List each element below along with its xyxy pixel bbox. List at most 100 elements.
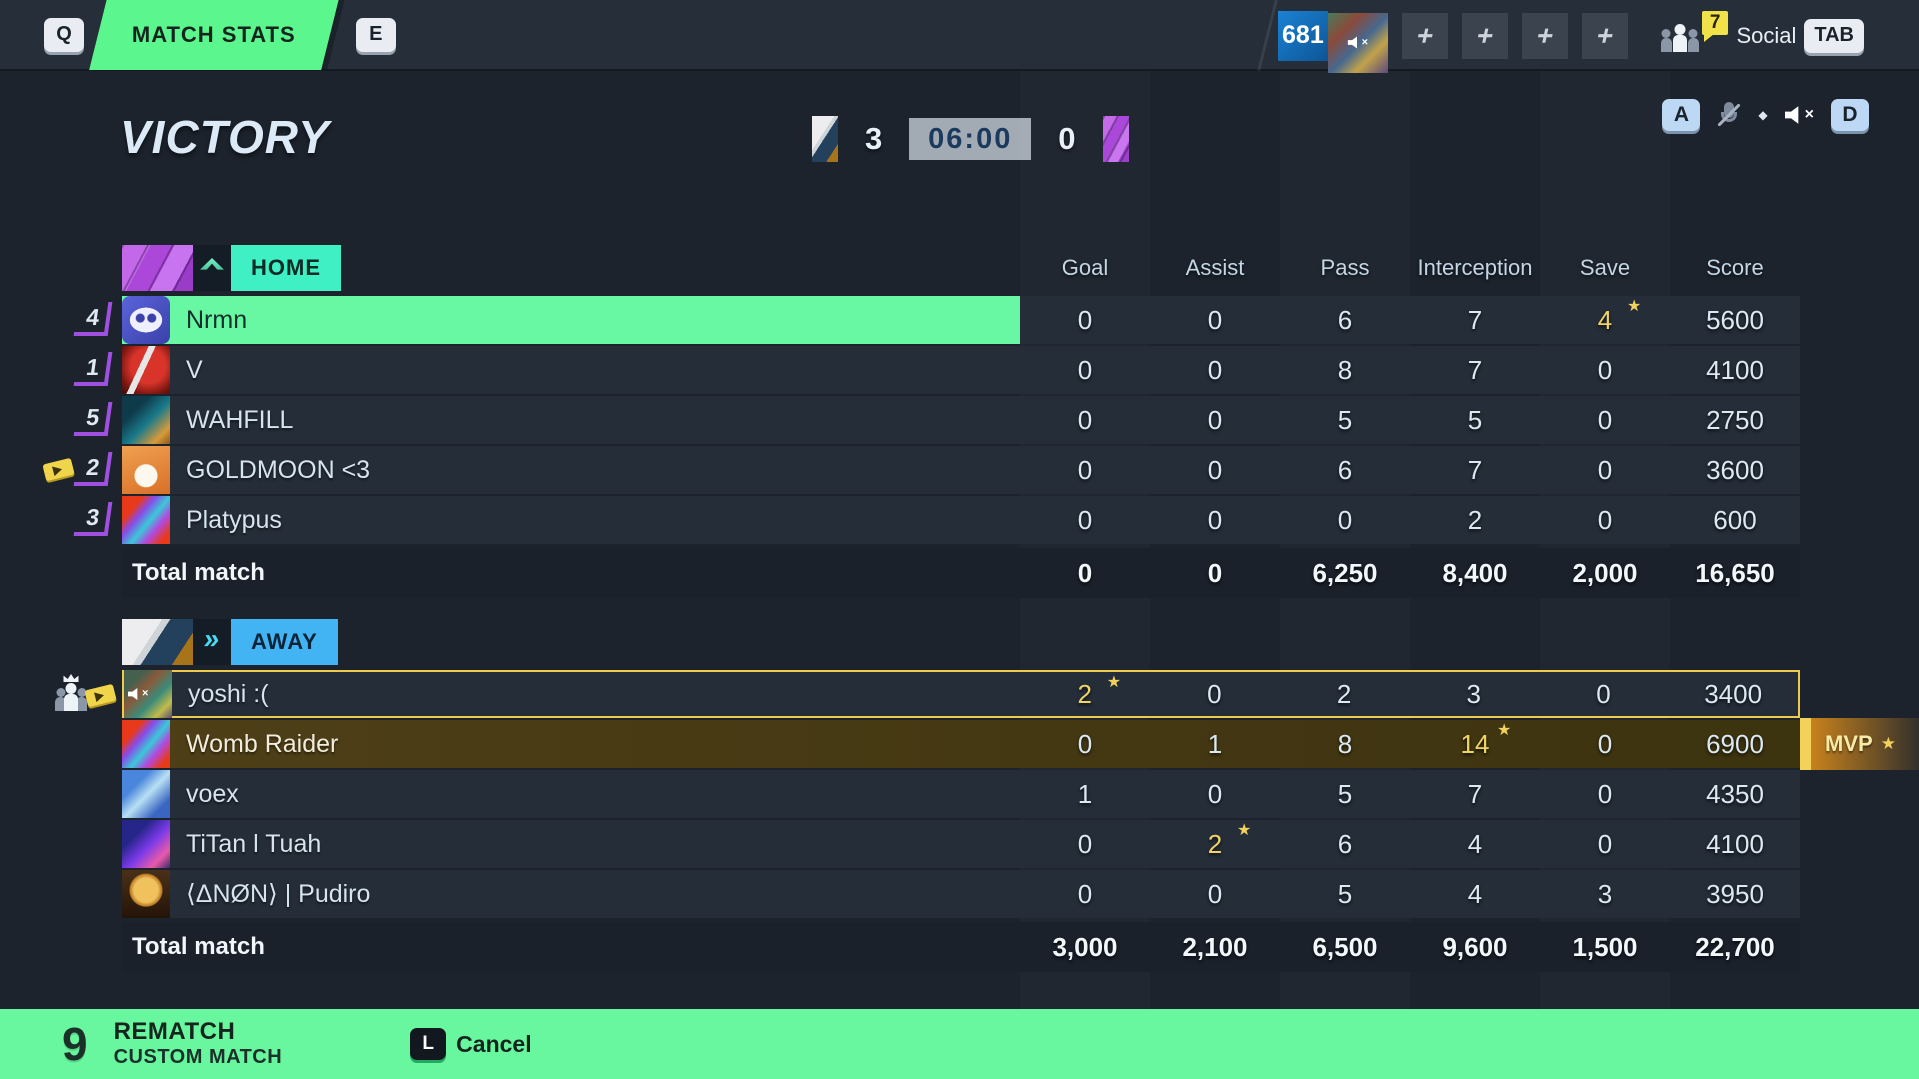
- home-team-label: HOME: [231, 245, 341, 291]
- total-label: Total match: [132, 933, 265, 960]
- stat-cell-score: 4350: [1670, 770, 1800, 818]
- player-row[interactable]: voex 1 0 5 7 0 4350: [122, 770, 1800, 818]
- player-avatar: [122, 770, 170, 818]
- stat-cell-interception: 7: [1410, 770, 1540, 818]
- total-label: Total match: [132, 559, 265, 586]
- column-header-goal: Goal: [1061, 255, 1109, 280]
- voice-controls: A ◆ × D: [1662, 99, 1869, 131]
- match-timer: 06:00: [909, 118, 1032, 160]
- player-row[interactable]: TiTan l Tuah 0 2 ★ 6 4 0 4100: [122, 820, 1800, 868]
- stat-value: 0: [1337, 504, 1353, 535]
- player-name: Nrmn: [186, 305, 248, 334]
- custom-match-label: CUSTOM MATCH: [113, 1045, 283, 1068]
- total-row: Total match 3,000 2,100 6,500 9,600 1,500 22,7…: [122, 922, 1800, 972]
- invite-slot-button-3[interactable]: +: [1521, 12, 1568, 59]
- cancel-button[interactable]: L Cancel: [410, 1028, 532, 1060]
- stat-cell-goal: 0: [1020, 396, 1150, 444]
- stat-value: 7: [1467, 354, 1483, 385]
- player-avatar: [122, 870, 170, 918]
- home-team-flag: [1102, 116, 1129, 162]
- key-hint-tab: TAB: [1804, 18, 1864, 53]
- star-icon: ★: [1880, 734, 1896, 753]
- stat-value: 0: [1077, 878, 1093, 909]
- stat-cell-score: 5600: [1670, 296, 1800, 344]
- stat-value: 0: [1597, 778, 1613, 809]
- stat-value: 6: [1337, 454, 1353, 485]
- away-team-header: » AWAY: [122, 619, 1800, 665]
- stat-cell-pass: 8: [1280, 346, 1410, 394]
- stat-value: 0: [1077, 728, 1093, 759]
- star-icon: ★: [1106, 674, 1122, 691]
- home-team-header: HOME Goal Assist Pass Interception Save Score: [122, 245, 1800, 291]
- stat-cell-assist: 0: [1150, 346, 1280, 394]
- stat-cell-pass: 0: [1280, 496, 1410, 544]
- player-row[interactable]: 5 WAHFILL 0 0 5 5 0 2750: [73, 396, 1800, 444]
- player-row[interactable]: 4 Nrmn 0 0 6 7 4 ★ 5600: [73, 296, 1800, 344]
- total-cell-save: 2,000: [1540, 558, 1670, 589]
- total-value: 9,600: [1442, 931, 1508, 962]
- invite-slot-button-2[interactable]: +: [1461, 12, 1508, 59]
- stat-value: 0: [1207, 878, 1223, 909]
- key-hint-q: Q: [44, 17, 84, 52]
- stat-cell-assist: 0: [1150, 396, 1280, 444]
- self-avatar[interactable]: ×: [1327, 12, 1388, 73]
- stat-cell-assist: 1: [1150, 720, 1280, 768]
- rematch-button[interactable]: REMATCH CUSTOM MATCH: [113, 1018, 283, 1068]
- total-value: 6,500: [1312, 931, 1378, 962]
- player-name: WAHFILL: [186, 405, 294, 434]
- stat-value: 8: [1337, 728, 1353, 759]
- invite-slot-button-4[interactable]: +: [1581, 12, 1628, 59]
- player-number: 2: [73, 452, 113, 486]
- player-name-cell: TiTan l Tuah: [122, 820, 1020, 868]
- stat-value: 0: [1207, 504, 1223, 535]
- total-cell-interception: 8,400: [1410, 558, 1540, 589]
- key-hint-l: L: [410, 1028, 447, 1060]
- stat-cell-save: 0: [1540, 820, 1670, 868]
- player-avatar: [122, 720, 170, 768]
- stat-value: 5600: [1706, 304, 1764, 335]
- stat-value: 8: [1337, 354, 1353, 385]
- total-cell-goal: 3,000: [1020, 932, 1150, 963]
- player-name: voex: [186, 779, 239, 808]
- stat-value: 7: [1467, 454, 1483, 485]
- stat-value: 3600: [1706, 454, 1764, 485]
- away-team-flag-large: [122, 619, 193, 665]
- player-name-cell: WAHFILL: [122, 396, 1020, 444]
- rematch-button-key[interactable]: 9: [62, 1018, 88, 1070]
- stat-cell-save: 0: [1540, 446, 1670, 494]
- speaker-muted-icon[interactable]: ×: [1784, 106, 1814, 125]
- stat-value: 4350: [1706, 778, 1764, 809]
- top-bar-right: 681 × + + + + 7 Social TAB: [1277, 0, 1864, 73]
- player-row[interactable]: Womb Raider 0 1 8 14 ★ 0 6900 MVP ★: [122, 718, 1919, 770]
- stat-cell-goal: 0: [1020, 870, 1150, 918]
- player-row[interactable]: 3 Platypus 0 0 0 2 0 600: [73, 496, 1800, 544]
- stat-cell-interception: 7: [1410, 296, 1540, 344]
- invite-slot-button-1[interactable]: +: [1401, 12, 1448, 59]
- total-row: Total match 0 0 6,250 8,400 2,000 16,650: [122, 548, 1800, 598]
- stat-cell-assist: 2 ★: [1150, 820, 1280, 868]
- player-avatar: ×: [124, 670, 172, 718]
- social-group[interactable]: 7 Social TAB: [1660, 10, 1864, 53]
- currency-badge: 681: [1277, 10, 1328, 61]
- stat-cell-pass: 5: [1280, 770, 1410, 818]
- stat-cell-pass: 6: [1280, 446, 1410, 494]
- mvp-label: MVP: [1825, 731, 1873, 756]
- stat-cell-save: 0: [1539, 672, 1669, 716]
- stat-cell-assist: 0: [1150, 870, 1280, 918]
- stat-cell-goal: 0: [1020, 346, 1150, 394]
- stat-value: 0: [1597, 728, 1613, 759]
- stat-cell-interception: 3: [1409, 672, 1539, 716]
- mic-muted-icon[interactable]: [1717, 100, 1741, 130]
- speaker-icon: [1347, 36, 1358, 49]
- total-cell-assist: 2,100: [1150, 932, 1280, 963]
- muted-speaker-icon: ×: [128, 688, 148, 701]
- player-row[interactable]: 2 GOLDMOON <3 0 0 6 7 0 3600: [42, 446, 1800, 494]
- player-avatar: [122, 396, 170, 444]
- player-name: yoshi :(: [188, 679, 269, 708]
- stat-value: 0: [1077, 354, 1093, 385]
- player-row[interactable]: ⟨ΔNØN⟩ | Pudiro 0 0 5 4 3 3950: [122, 870, 1800, 918]
- tab-match-stats[interactable]: MATCH STATS: [89, 0, 339, 70]
- total-cell-pass: 6,250: [1280, 558, 1410, 589]
- player-row[interactable]: 1 V 0 0 8 7 0 4100: [73, 346, 1800, 394]
- player-row[interactable]: × yoshi :(2 ★ 0 2 3 0 3400: [55, 670, 1800, 718]
